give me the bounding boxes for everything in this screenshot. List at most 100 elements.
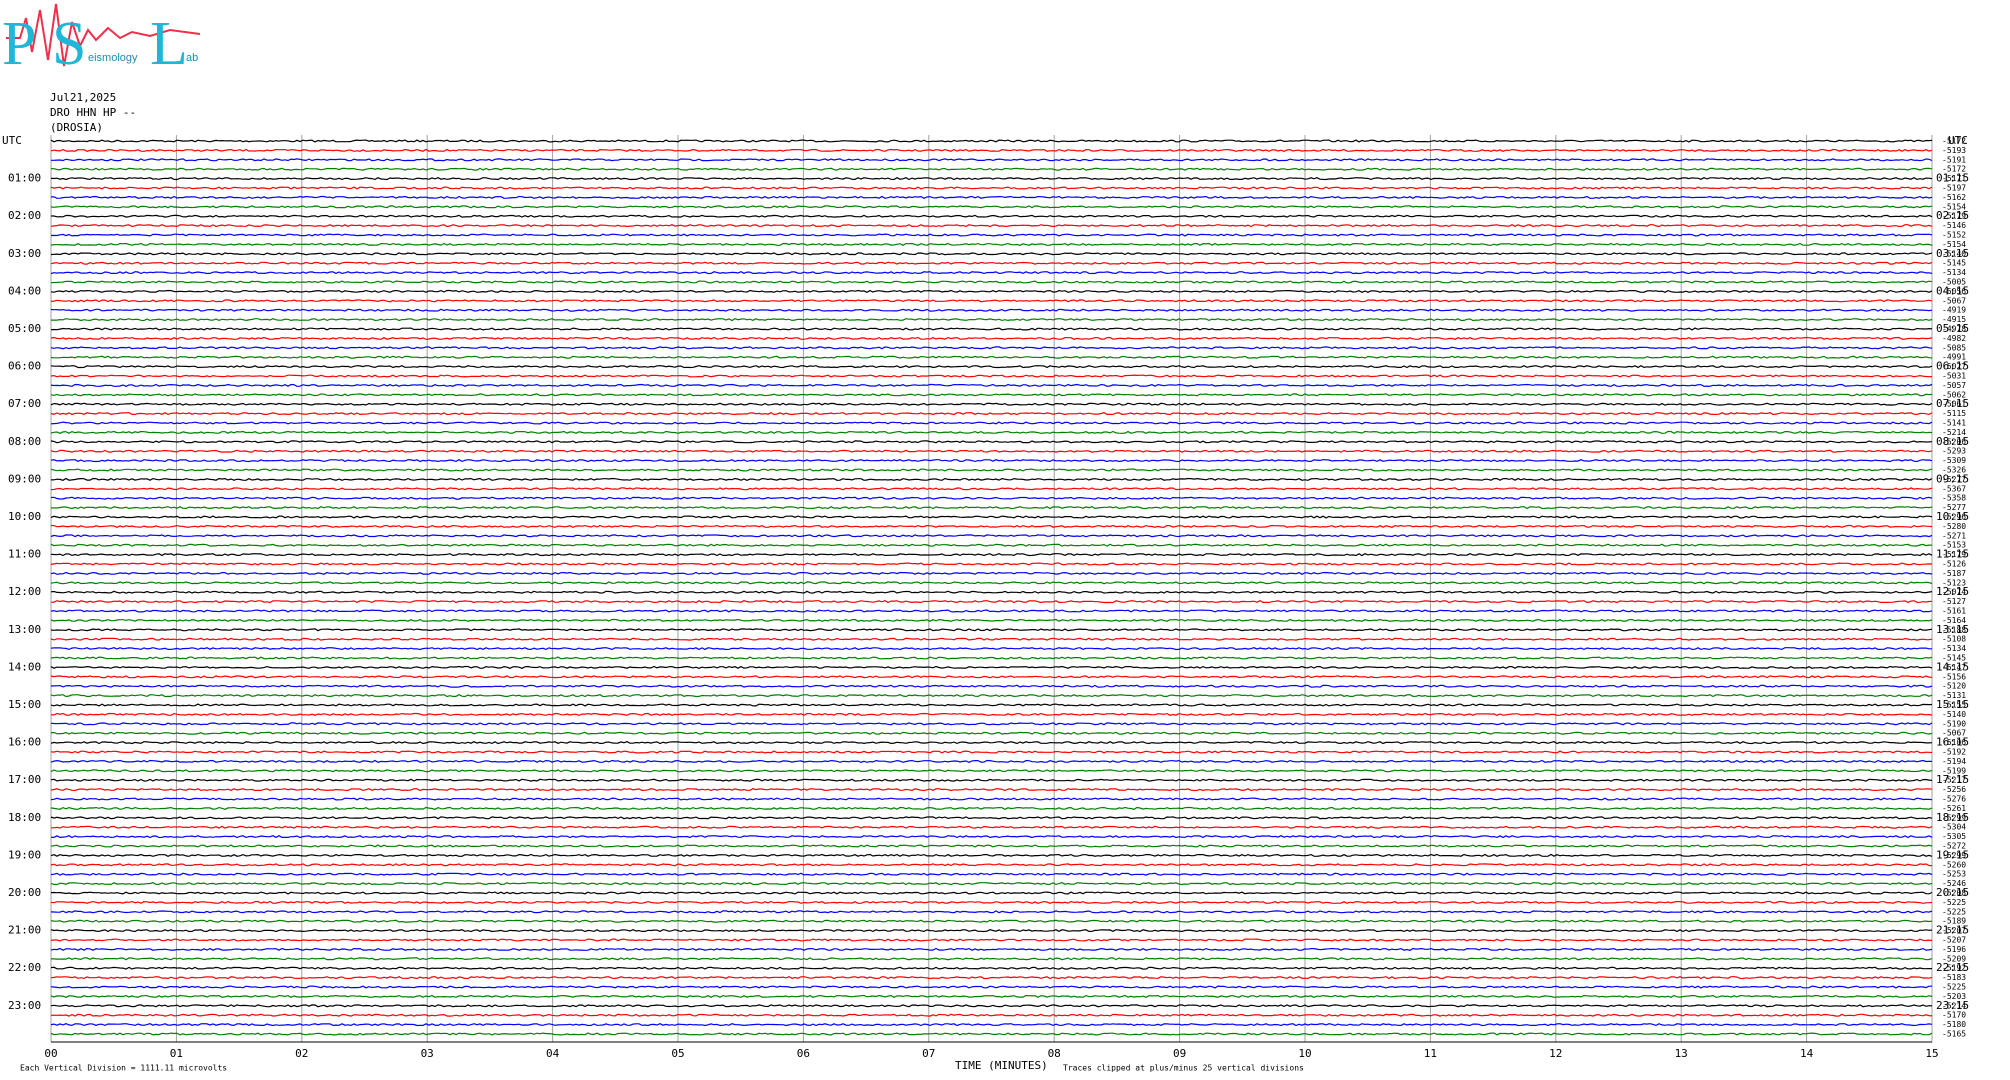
trace (50, 374, 1933, 378)
trace (50, 759, 1932, 763)
trace-offset: -5296 (1942, 513, 1966, 522)
trace-offset: -5057 (1942, 381, 1966, 390)
trace-offset: -5179 (1942, 212, 1966, 221)
trace-offset: -5164 (1942, 616, 1966, 625)
trace (50, 882, 1933, 886)
trace-offset: -5199 (1942, 766, 1966, 775)
trace (50, 412, 1933, 416)
trace-offset: -5161 (1942, 607, 1966, 616)
trace-offset: -5127 (1942, 597, 1966, 606)
trace-offset: -5146 (1942, 221, 1966, 230)
trace (50, 402, 1933, 406)
hour-label: 04:00 (8, 284, 41, 297)
x-tick-label: 00 (44, 1047, 57, 1060)
trace-offset: -5165 (1942, 1030, 1966, 1039)
trace (50, 1013, 1933, 1017)
trace-offset: -5156 (1942, 672, 1966, 681)
logo: P S L eismology ab (2, 3, 201, 78)
trace (50, 637, 1933, 641)
hour-label: 19:00 (8, 848, 41, 861)
trace-offset: -5027 (1942, 362, 1966, 371)
trace (50, 900, 1933, 904)
trace-offset: -5126 (1942, 560, 1966, 569)
logo-text: ab (186, 52, 198, 64)
hour-label: 01:15 (1936, 172, 1969, 185)
trace-offset: -5189 (1942, 917, 1966, 926)
trace (50, 712, 1933, 716)
trace (50, 684, 1933, 688)
trace (50, 863, 1933, 867)
trace (50, 524, 1933, 528)
trace-offset: -5358 (1942, 494, 1966, 503)
trace (50, 252, 1933, 256)
hour-label: 01:00 (8, 172, 41, 185)
hour-label: 17:00 (8, 773, 41, 786)
trace (50, 280, 1933, 284)
trace (50, 205, 1933, 209)
hour-label: 05:00 (8, 322, 41, 335)
trace (50, 891, 1933, 895)
trace (50, 468, 1933, 472)
trace (50, 750, 1933, 754)
date: Jul21,2025 (50, 91, 116, 104)
trace (50, 271, 1933, 275)
x-tick-label: 05 (671, 1047, 684, 1060)
trace-offset: -5193 (1942, 146, 1966, 155)
x-tick-label: 08 (1048, 1047, 1061, 1060)
trace (50, 336, 1933, 340)
hour-label: 23:00 (8, 999, 41, 1012)
trace (50, 694, 1933, 698)
trace-offset: -5172 (1942, 165, 1966, 174)
trace (51, 158, 1933, 162)
x-tick-label: 09 (1173, 1047, 1186, 1060)
trace-offset: -5120 (1942, 682, 1966, 691)
hour-label: 05:15 (1936, 322, 1969, 335)
trace-offset: -5280 (1942, 522, 1966, 531)
trace (50, 224, 1933, 228)
trace (50, 835, 1933, 839)
trace (50, 233, 1933, 237)
trace (50, 741, 1933, 745)
hour-label: 14:00 (8, 660, 41, 673)
trace-offset: -5309 (1942, 456, 1966, 465)
logo-letter: S (52, 10, 86, 78)
trace-offset: -5326 (1942, 466, 1966, 475)
trace (50, 148, 1933, 152)
trace-offset: -5152 (1942, 231, 1966, 240)
hour-label: 07:15 (1936, 397, 1969, 410)
right-header: UTC (1948, 134, 1968, 147)
hour-label: 03:15 (1936, 247, 1969, 260)
trace (50, 853, 1933, 857)
x-tick-label: 11 (1424, 1047, 1437, 1060)
trace-offset: -5145 (1942, 654, 1966, 663)
trace-offset: -5191 (1942, 155, 1966, 164)
site: (DROSIA) (50, 121, 103, 134)
trace-offset: -5277 (1942, 503, 1966, 512)
logo-letter: P (2, 10, 36, 78)
trace-offset: -5188 (1942, 625, 1966, 634)
trace-offset: -5074 (1942, 588, 1966, 597)
hour-label: 20:15 (1936, 886, 1969, 899)
trace-offset: -5261 (1942, 804, 1966, 813)
hour-label: 17:15 (1936, 773, 1969, 786)
trace (50, 656, 1933, 660)
logo-text: eismology (88, 52, 138, 64)
trace-offset: -5207 (1942, 926, 1966, 935)
trace-offset: -5134 (1942, 644, 1966, 653)
hour-label: 03:00 (8, 247, 41, 260)
trace (50, 947, 1933, 951)
trace-offset: -5180 (1942, 1020, 1966, 1029)
trace-offset: -5277 (1942, 475, 1966, 484)
trace (50, 938, 1933, 942)
trace (50, 571, 1933, 575)
trace (50, 195, 1933, 199)
hour-label: 11:00 (8, 548, 41, 561)
trace-offset: -5115 (1942, 409, 1966, 418)
trace-offset: -5305 (1942, 832, 1966, 841)
clip-note: Traces clipped at plus/minus 25 vertical… (1063, 1064, 1304, 1073)
trace (50, 665, 1933, 669)
trace (50, 562, 1933, 566)
trace (50, 929, 1933, 933)
trace (50, 976, 1933, 980)
trace (50, 647, 1932, 651)
